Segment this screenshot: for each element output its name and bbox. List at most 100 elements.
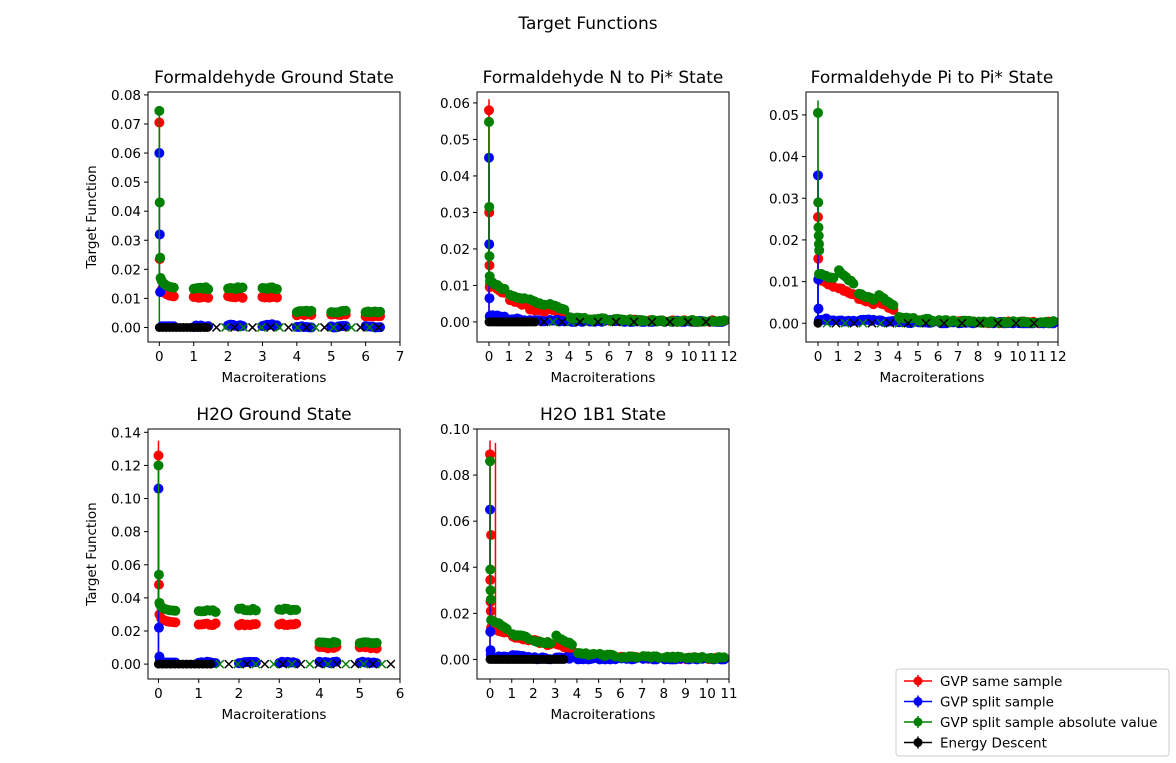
cross-marker [211, 322, 222, 332]
data-point [559, 304, 570, 315]
cross-marker [885, 318, 895, 328]
data-point [271, 284, 282, 295]
y-tick-label: 0.06 [440, 514, 470, 530]
cross-marker [822, 318, 832, 328]
y-tick-label: 0.04 [440, 169, 470, 185]
data-point [291, 618, 302, 629]
y-tick-label: 0.07 [111, 117, 141, 133]
x-tick-label: 3 [275, 686, 284, 702]
x-tick-label: 4 [894, 349, 903, 365]
x-tick-label: 3 [258, 349, 267, 365]
cross-marker [831, 318, 841, 328]
plot-area [484, 99, 729, 327]
cross-marker [557, 317, 567, 327]
y-tick-label: 0.05 [769, 108, 799, 124]
x-tick-label: 7 [396, 349, 405, 365]
cross-marker [323, 659, 333, 669]
plot-area [485, 440, 729, 665]
cross-marker [894, 318, 904, 328]
cross-marker [948, 318, 958, 328]
data-point [486, 529, 497, 540]
subplot-3: 0 1 2 3 4 5 6 7 8 9 10 11 120.000.010.020.030.040.05… [769, 68, 1067, 386]
x-tick-label: 7 [625, 349, 634, 365]
x-tick-label: 11 [1029, 349, 1046, 365]
y-tick-label: 0.00 [111, 657, 141, 673]
cross-marker [966, 318, 976, 328]
cross-marker [993, 318, 1003, 328]
y-axis-label: Target Function [84, 502, 100, 606]
cross-marker [647, 317, 657, 327]
cross-marker [840, 318, 850, 328]
x-tick-label: 6 [605, 349, 614, 365]
x-tick-label: 5 [327, 349, 336, 365]
y-tick-label: 0.01 [769, 275, 799, 291]
cross-marker [611, 317, 621, 327]
y-tick-label: 0.00 [440, 315, 470, 331]
legend-marker [913, 676, 923, 686]
cross-marker [584, 317, 594, 327]
y-tick-label: 0.00 [440, 652, 470, 668]
x-axis-label: Macroiterations [551, 370, 656, 386]
data-point [485, 606, 496, 617]
x-tick-label: 2 [224, 349, 233, 365]
cross-marker [710, 317, 720, 327]
x-tick-label: 2 [525, 349, 534, 365]
data-point [719, 652, 729, 663]
data-point [170, 617, 181, 628]
y-tick-label: 0.01 [440, 278, 470, 294]
x-tick-label: 8 [974, 349, 983, 365]
cross-marker [247, 322, 258, 332]
cross-marker [1011, 318, 1021, 328]
x-tick-label: 9 [681, 686, 690, 702]
cross-marker [314, 659, 324, 669]
cross-marker [283, 322, 294, 332]
cross-marker [355, 322, 366, 332]
cross-marker [674, 317, 684, 327]
x-tick-label: 11 [700, 349, 717, 365]
x-tick-label: 9 [994, 349, 1003, 365]
legend-frame [895, 668, 1170, 757]
data-point [155, 252, 166, 263]
figure-title: Target Functions [517, 14, 657, 34]
y-tick-label: 0.04 [111, 591, 141, 607]
data-point [375, 322, 386, 333]
data-point [371, 637, 382, 648]
y-tick-label: 0.05 [440, 132, 470, 148]
x-tick-label: 0 [155, 349, 164, 365]
cross-marker [377, 659, 387, 669]
x-tick-label: 3 [551, 686, 560, 702]
data-point [828, 272, 839, 283]
x-tick-label: 6 [616, 686, 625, 702]
cross-marker [867, 318, 877, 328]
y-tick-label: 0.12 [111, 458, 141, 474]
axes-frame [476, 428, 730, 680]
data-point [719, 315, 729, 326]
x-tick-label: 9 [665, 349, 674, 365]
cross-marker [359, 659, 369, 669]
cross-marker [903, 318, 913, 328]
cross-marker [984, 318, 994, 328]
data-point [250, 619, 261, 630]
x-tick-label: 2 [529, 686, 538, 702]
cross-marker [287, 659, 297, 669]
cross-marker [278, 659, 288, 669]
y-tick-label: 0.02 [440, 606, 470, 622]
x-tick-label: 10 [1009, 349, 1026, 365]
data-point [210, 618, 221, 629]
cross-marker [229, 322, 240, 332]
x-tick-label: 2 [854, 349, 863, 365]
cross-marker [629, 317, 639, 327]
data-point [237, 282, 248, 293]
data-point [331, 656, 342, 667]
cross-marker [1002, 318, 1012, 328]
y-tick-label: 0.02 [111, 624, 141, 640]
plot-area [154, 105, 386, 333]
y-tick-label: 0.14 [111, 425, 141, 441]
cross-marker [566, 317, 576, 327]
data-point [291, 604, 302, 615]
x-tick-label: 1 [507, 686, 516, 702]
cross-marker [939, 318, 949, 328]
axes-frame [805, 91, 1059, 343]
cross-marker [593, 317, 603, 327]
y-tick-label: 0.05 [111, 175, 141, 191]
